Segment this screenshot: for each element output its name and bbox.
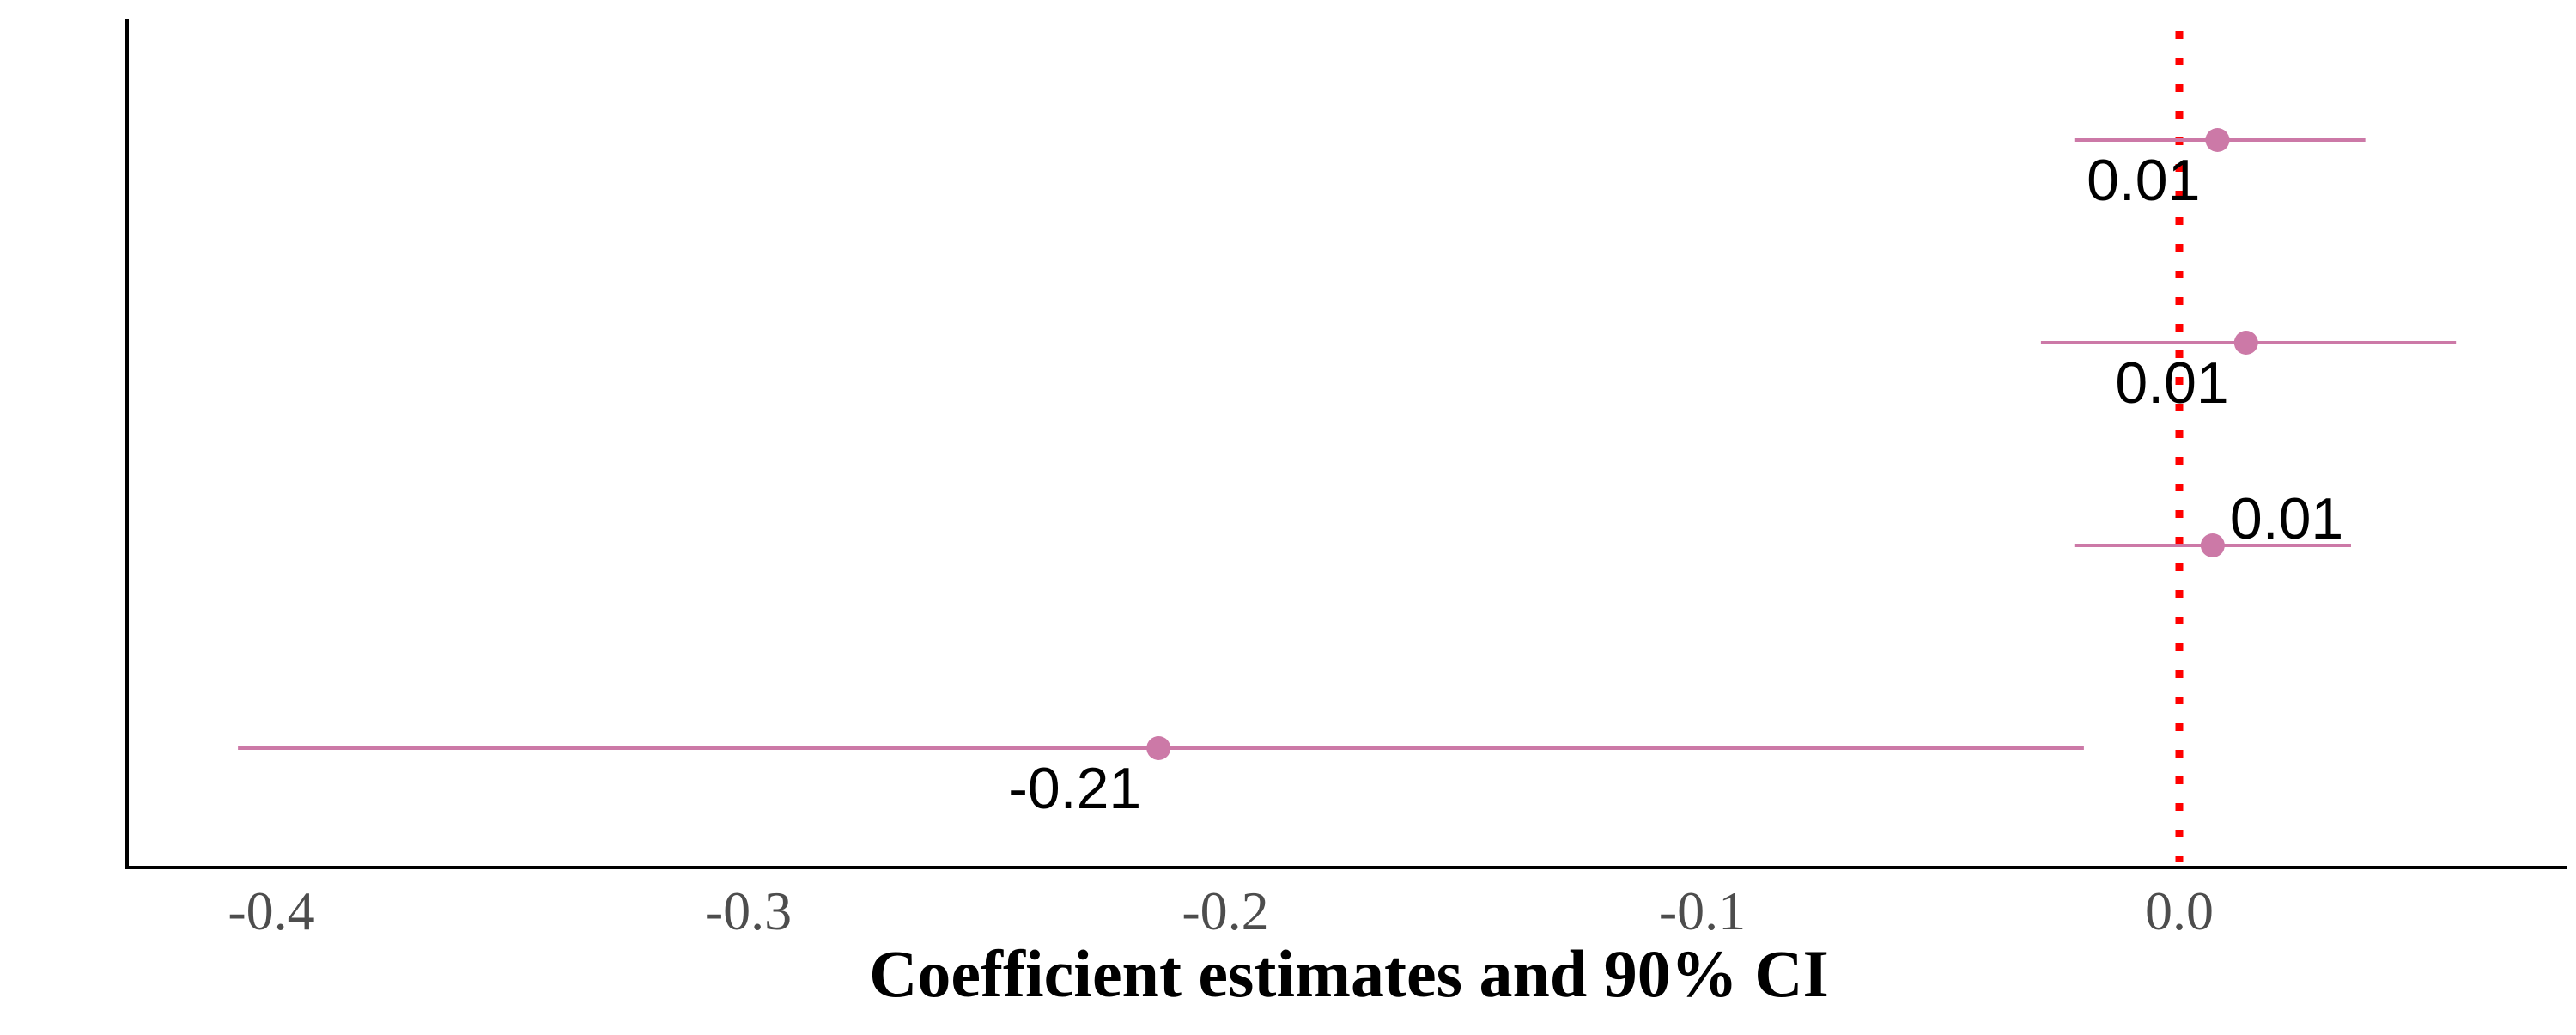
data-label: 0.01: [2087, 148, 2200, 213]
x-axis-title: Coefficient estimates and 90% CI: [869, 936, 1829, 1011]
point-estimate: [2200, 533, 2225, 557]
x-tick-label: -0.4: [228, 880, 314, 941]
data-label: 0.01: [2230, 486, 2343, 551]
marks-layer: 0.01 0.01 0.01 -0.21: [238, 128, 2457, 821]
x-tick-label: -0.2: [1182, 880, 1268, 941]
data-label: -0.21: [1008, 756, 1141, 821]
axes-layer: -0.4 -0.3 -0.2 -0.1 0.0: [125, 19, 2567, 941]
data-label: 0.01: [2115, 350, 2228, 416]
point-estimate: [2205, 128, 2230, 152]
point-estimate: [2233, 331, 2258, 355]
x-tick-label: -0.3: [705, 880, 792, 941]
x-tick-label: -0.1: [1659, 880, 1746, 941]
point-estimate: [1146, 736, 1171, 760]
x-tick-label: 0.0: [2145, 880, 2214, 941]
